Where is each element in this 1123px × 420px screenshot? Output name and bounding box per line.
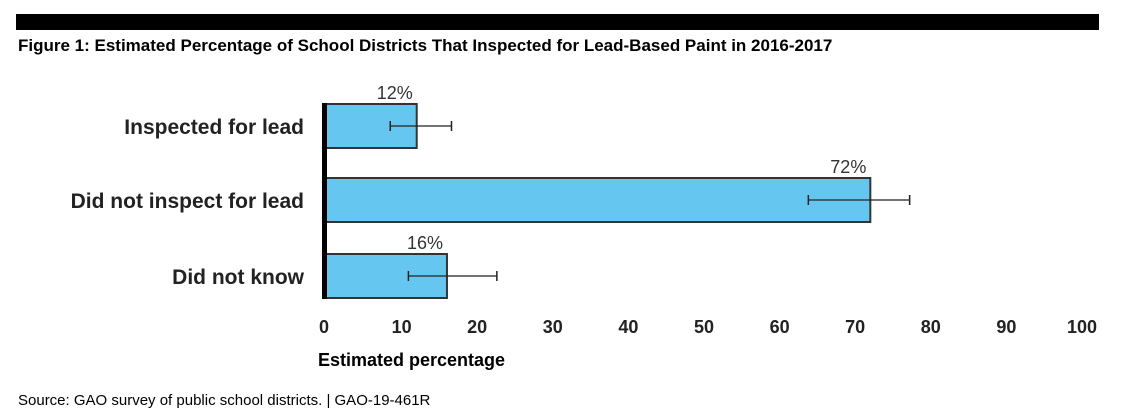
data-label: 12% [377,83,413,103]
title-rule [16,14,1099,30]
source-note: Source: GAO survey of public school dist… [18,392,431,409]
y-axis-line [322,103,327,299]
x-tick-label: 70 [845,317,865,337]
x-tick-label: 20 [467,317,487,337]
x-tick-label: 0 [319,317,329,337]
data-label: 72% [830,157,866,177]
x-tick-label: 80 [921,317,941,337]
x-tick-label: 60 [770,317,790,337]
category-label: Inspected for lead [124,116,304,139]
x-tick-label: 30 [543,317,563,337]
category-label: Did not inspect for lead [71,190,304,213]
figure-title: Figure 1: Estimated Percentage of School… [18,36,833,55]
x-tick-label: 90 [996,317,1016,337]
x-tick-label: 100 [1067,317,1097,337]
data-label: 16% [407,233,443,253]
bar [325,177,872,223]
x-tick-label: 10 [392,317,412,337]
category-label: Did not know [172,266,304,289]
x-axis-title: Estimated percentage [318,350,505,370]
x-tick-label: 40 [618,317,638,337]
x-tick-label: 50 [694,317,714,337]
